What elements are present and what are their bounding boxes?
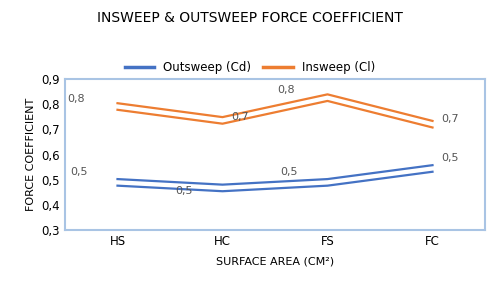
Text: INSWEEP & OUTSWEEP FORCE COEFFICIENT: INSWEEP & OUTSWEEP FORCE COEFFICIENT — [97, 11, 403, 25]
Text: 0,8: 0,8 — [67, 94, 84, 104]
X-axis label: SURFACE AREA (CM²): SURFACE AREA (CM²) — [216, 257, 334, 267]
Y-axis label: FORCE COEFFICIENT: FORCE COEFFICIENT — [26, 98, 36, 211]
Text: 0,7: 0,7 — [441, 114, 458, 124]
Text: 0,5: 0,5 — [70, 167, 88, 177]
Legend: Outsweep (Cd), Insweep (Cl): Outsweep (Cd), Insweep (Cl) — [120, 56, 380, 79]
Text: 0,5: 0,5 — [441, 153, 458, 163]
Text: 0,8: 0,8 — [277, 85, 294, 95]
Text: 0,5: 0,5 — [176, 186, 193, 196]
Text: 0,7: 0,7 — [231, 112, 248, 123]
Text: 0,5: 0,5 — [280, 167, 298, 177]
